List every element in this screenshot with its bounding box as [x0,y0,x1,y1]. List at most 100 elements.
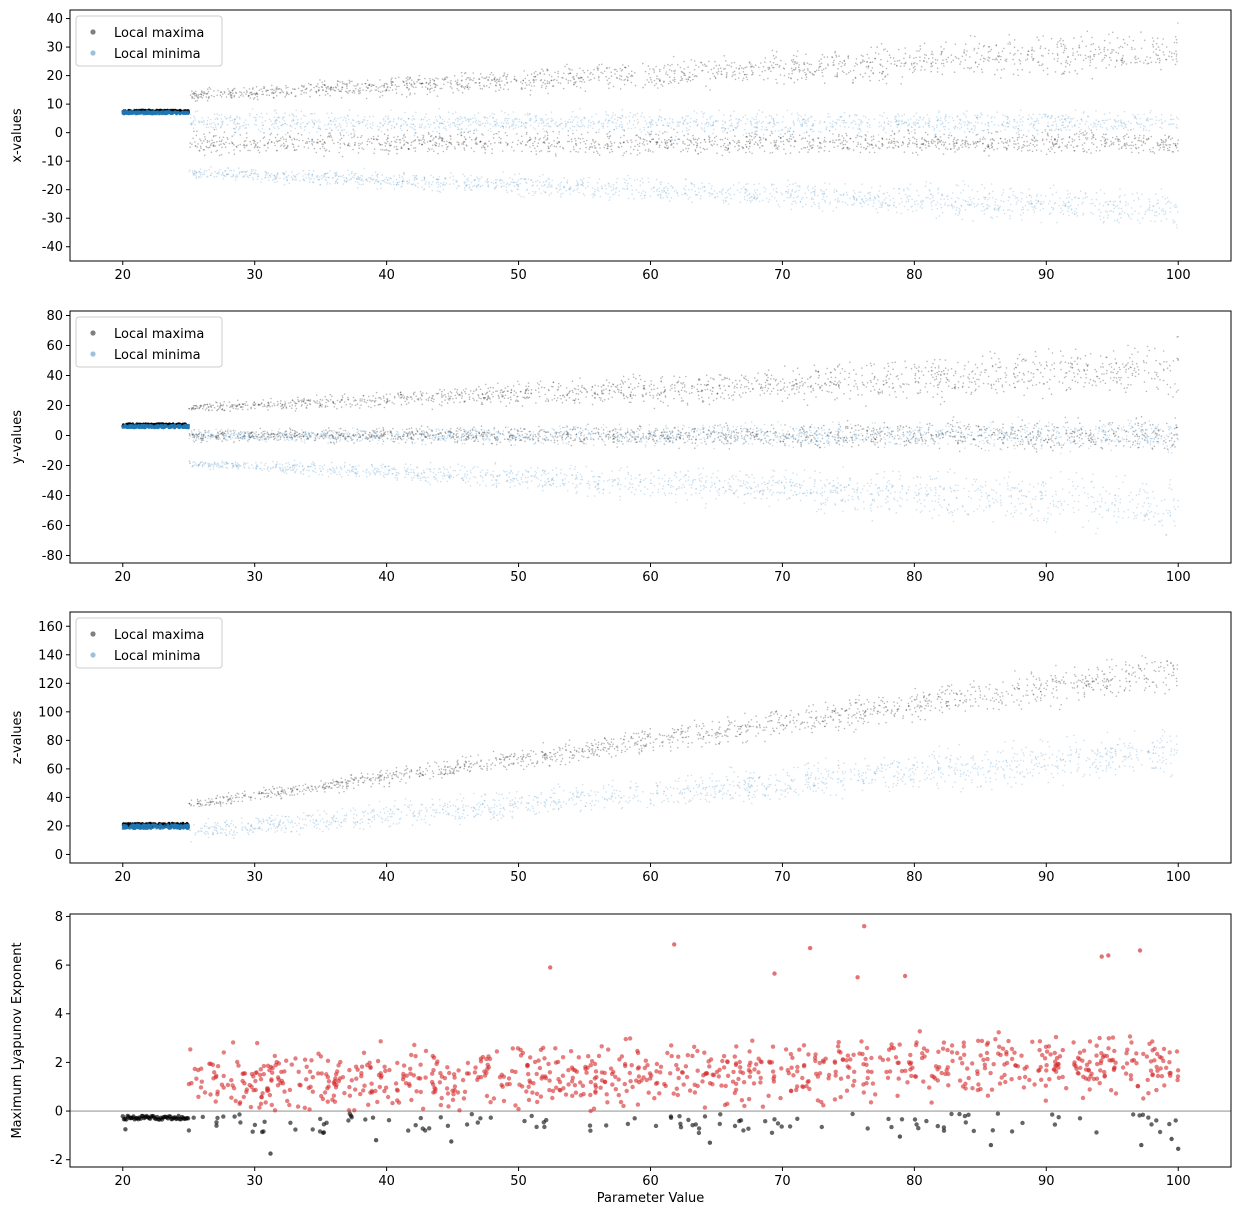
data-point [379,79,381,81]
data-point [1098,48,1101,51]
data-point [1029,149,1031,151]
data-point [339,134,342,136]
data-point [972,141,975,143]
data-point [198,149,200,152]
data-point [713,75,716,77]
data-point [919,59,921,62]
data-point [512,111,515,113]
data-point [138,112,141,115]
data-point [567,79,570,82]
data-point [500,110,503,112]
data-point [239,134,242,136]
data-point [445,143,447,146]
data-point [1009,41,1011,43]
data-point [538,138,540,141]
data-point [1149,112,1151,114]
data-point [859,143,862,145]
data-point [865,147,868,150]
data-point [424,125,427,128]
data-point [428,148,431,151]
data-point [693,60,696,62]
data-point [762,65,765,68]
data-point [845,121,848,124]
data-point [182,112,186,115]
data-point [606,143,608,145]
data-point [1142,125,1145,127]
data-point [194,92,197,95]
data-point [625,116,627,119]
data-point [515,124,518,126]
data-point [842,143,845,146]
data-point [536,145,539,147]
data-point [517,139,520,142]
data-point [1067,125,1069,128]
data-point [1101,119,1104,122]
data-point [261,121,263,124]
data-point [495,132,498,135]
data-point [860,146,862,148]
data-point [469,123,472,126]
data-point [777,130,780,132]
data-point [658,78,660,80]
data-point [334,124,337,126]
data-point [793,63,795,65]
data-point [1056,140,1058,143]
data-point [1039,47,1042,49]
data-point [564,120,567,123]
data-point [861,61,864,63]
data-point [896,60,899,62]
data-point [413,81,415,83]
data-point [569,72,572,75]
data-point [273,142,276,144]
data-point [200,94,203,96]
data-point [1063,72,1065,75]
data-point [229,96,232,98]
data-point [955,139,958,142]
data-point [439,87,442,90]
data-point [576,85,578,88]
data-point [609,141,612,143]
data-point [865,61,868,63]
data-point [542,141,544,144]
data-point [1100,51,1102,54]
data-point [973,49,975,51]
data-point [683,68,685,70]
data-point [915,119,918,121]
data-point [459,118,461,120]
data-point [484,152,487,154]
data-point [548,150,551,153]
data-point [691,73,694,76]
data-point [286,147,288,149]
data-point [920,143,923,145]
data-point [618,78,621,80]
data-point [933,127,936,130]
data-point [1160,122,1163,125]
data-point [702,64,704,66]
data-point [843,64,846,66]
data-point [230,94,232,96]
data-point [1065,120,1067,122]
data-point [1031,56,1033,58]
data-point [400,147,403,149]
data-point [586,69,589,72]
data-point [810,144,812,147]
data-point [931,50,933,53]
data-point [463,116,466,119]
data-point [425,113,427,115]
data-point [822,68,825,70]
data-point [1169,123,1172,125]
data-point [577,125,580,127]
data-point [628,121,631,123]
data-point [236,122,239,125]
data-point [1102,133,1105,135]
data-point [760,122,763,124]
data-point [934,144,937,147]
data-point [1155,122,1157,125]
data-point [1060,62,1062,65]
data-point [872,138,875,140]
data-point [1101,126,1104,129]
data-point [595,147,597,149]
data-point [916,146,918,148]
data-point [372,124,374,126]
data-point [225,141,227,144]
